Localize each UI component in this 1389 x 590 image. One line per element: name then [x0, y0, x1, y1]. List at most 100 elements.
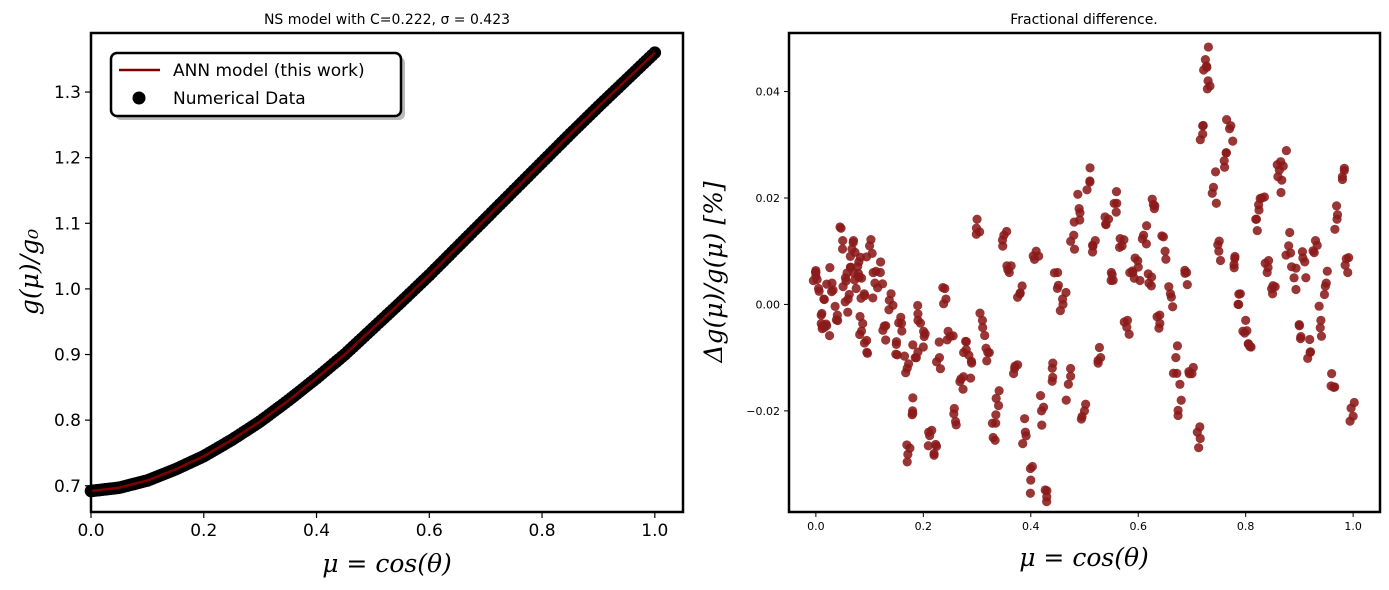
fractional-difference-point [935, 364, 946, 374]
fractional-difference-point [1109, 198, 1119, 209]
fractional-difference-point [925, 431, 935, 441]
left-y-ticks: 0.7 0.8 0.9 1.0 1.1 1.2 1.3 [54, 83, 91, 497]
fractional-difference-point [1082, 185, 1092, 195]
fractional-difference-point [858, 318, 868, 329]
fractional-difference-point [949, 403, 959, 414]
fractional-difference-point [972, 214, 982, 224]
fractional-difference-point [1188, 362, 1198, 373]
fractional-difference-point [939, 299, 949, 309]
fractional-difference-point [1133, 256, 1143, 266]
fractional-difference-point [1017, 281, 1027, 291]
fractional-difference-point [891, 339, 901, 350]
fractional-difference-point [837, 244, 848, 254]
fractional-difference-point [942, 335, 952, 345]
fractional-difference-point [943, 326, 953, 336]
fractional-difference-point [1316, 331, 1327, 341]
fractional-difference-point [902, 440, 912, 450]
fractional-difference-point [838, 282, 848, 292]
fractional-difference-point [861, 252, 872, 262]
fractional-difference-point [1142, 221, 1152, 231]
fractional-difference-point [918, 342, 928, 352]
fractional-difference-point [1327, 369, 1337, 379]
left-y-tick-label: 1.1 [54, 214, 81, 234]
right-chart-panel: Fractional difference. 0.0 0.2 0.4 0.6 0.8 1.… [699, 12, 1382, 572]
fractional-difference-point [899, 351, 910, 361]
fractional-difference-point [1270, 282, 1280, 292]
fractional-difference-point [1119, 317, 1129, 327]
fractional-difference-point [1316, 315, 1326, 325]
fractional-difference-point [827, 278, 837, 288]
fractional-difference-point [1252, 225, 1262, 236]
fractional-difference-point [982, 356, 992, 366]
fractional-difference-point [855, 329, 865, 340]
fractional-difference-point [1346, 403, 1356, 413]
fractional-difference-point [1210, 167, 1221, 177]
fractional-difference-point [859, 338, 870, 348]
fractional-difference-point [843, 307, 853, 317]
fractional-difference-point [1294, 319, 1304, 330]
fractional-difference-point [1047, 376, 1057, 386]
fractional-difference-point [1337, 174, 1348, 185]
fractional-difference-point [838, 235, 848, 246]
fractional-difference-point [1077, 411, 1087, 422]
fractional-difference-point [1276, 187, 1286, 198]
fractional-difference-point [1168, 302, 1178, 312]
fractional-difference-point [961, 336, 971, 346]
fractional-difference-point [987, 418, 998, 428]
fractional-difference-point [1276, 157, 1286, 167]
left-chart-title: NS model with C=0.222, σ = 0.423 [264, 12, 510, 28]
fractional-difference-point [1234, 289, 1244, 299]
fractional-difference-point [1203, 42, 1213, 52]
fractional-difference-point [1263, 256, 1274, 266]
fractional-difference-point [1233, 299, 1243, 310]
fractional-difference-point [1114, 242, 1125, 252]
fractional-difference-point [1219, 162, 1230, 172]
fractional-difference-point [866, 234, 876, 245]
left-y-axis-label: g(μ)/g₀ [15, 229, 44, 315]
fractional-difference-point [998, 241, 1008, 251]
right-y-tick-label: −0.02 [746, 405, 780, 418]
fractional-difference-point [1195, 433, 1205, 444]
fractional-difference-point [994, 386, 1004, 396]
fractional-difference-point [1344, 252, 1354, 263]
fractional-difference-point [1025, 488, 1035, 498]
fractional-difference-point [1202, 62, 1212, 73]
fractional-difference-point [1172, 341, 1183, 351]
left-x-axis-label: μ = cos(θ) [322, 549, 452, 578]
fractional-difference-point [1298, 253, 1308, 263]
fractional-difference-point [1018, 439, 1028, 449]
fractional-difference-point [981, 343, 991, 353]
fractional-difference-point [902, 457, 912, 467]
right-x-tick-label: 0.0 [807, 520, 825, 533]
fractional-difference-point [908, 340, 918, 350]
right-y-tick-label: 0.02 [756, 192, 781, 205]
fractional-difference-point [1100, 212, 1110, 222]
right-y-tick-label: 0.04 [756, 86, 781, 99]
fractional-difference-point [1055, 306, 1065, 316]
fractional-difference-point [990, 435, 1000, 445]
fractional-difference-point [965, 373, 976, 383]
fractional-difference-point [1211, 198, 1221, 208]
fractional-difference-point [958, 372, 969, 382]
fractional-difference-point [1320, 281, 1330, 291]
fractional-difference-point [830, 301, 840, 311]
fractional-difference-point [891, 349, 901, 359]
fractional-difference-point [1053, 280, 1064, 290]
fractional-difference-point [971, 229, 981, 239]
fractional-difference-point [1124, 329, 1134, 339]
fractional-difference-point [1160, 246, 1170, 256]
fractional-difference-point [884, 305, 894, 315]
fractional-difference-point [1182, 280, 1192, 290]
fractional-difference-point [1255, 193, 1265, 204]
fractional-difference-point [1143, 269, 1153, 279]
fractional-difference-point [878, 325, 888, 335]
left-chart-marks [84, 46, 662, 498]
fractional-difference-point [1215, 255, 1226, 266]
fractional-difference-point [1020, 414, 1030, 424]
left-y-tick-label: 1.3 [54, 83, 81, 103]
fractional-difference-point [1285, 227, 1295, 238]
fractional-difference-point [1326, 381, 1336, 391]
right-y-tick-label: 0.00 [756, 298, 781, 311]
left-x-tick-label: 0.0 [77, 521, 104, 541]
right-x-tick-label: 0.4 [1022, 520, 1040, 533]
